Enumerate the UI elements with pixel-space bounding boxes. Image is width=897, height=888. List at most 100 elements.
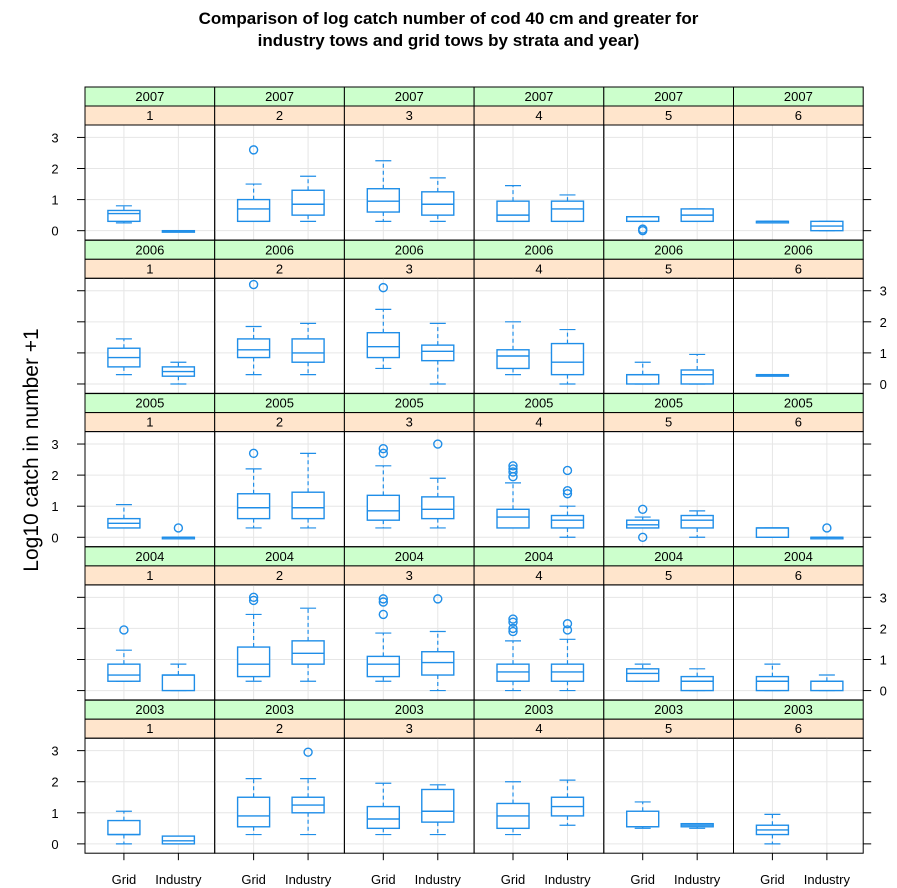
panel-border xyxy=(214,431,345,548)
box-industry xyxy=(161,674,196,692)
year-strip-label: 2007 xyxy=(524,89,553,104)
year-strip-label: 2003 xyxy=(654,702,683,717)
box-grid xyxy=(236,796,271,828)
panel-border xyxy=(343,584,475,701)
box-outlier xyxy=(378,282,389,293)
box-grid xyxy=(107,209,141,223)
panel-border xyxy=(214,277,345,394)
panel-border xyxy=(733,431,864,548)
panel-border xyxy=(733,584,864,701)
box-grid xyxy=(236,646,271,678)
box-industry xyxy=(291,491,325,520)
year-strip-label: 2007 xyxy=(654,89,683,104)
box-outlier xyxy=(378,443,389,454)
y-tick-label: 3 xyxy=(880,284,887,299)
y-tick-label: 2 xyxy=(51,162,58,177)
box-outlier xyxy=(173,523,184,533)
box-industry xyxy=(421,344,455,362)
year-strip-label: 2006 xyxy=(784,242,813,257)
year-strip-label: 2004 xyxy=(265,549,294,564)
box-grid xyxy=(236,493,271,520)
box-outlier xyxy=(119,625,129,635)
stratum-strip-label: 5 xyxy=(665,261,672,276)
box-industry xyxy=(291,640,325,665)
stratum-strip-label: 6 xyxy=(795,721,802,736)
box-industry xyxy=(550,200,585,223)
stratum-strip-label: 4 xyxy=(535,415,542,430)
y-tick-label: 0 xyxy=(880,377,887,392)
box-industry xyxy=(421,191,455,216)
y-tick-label: 2 xyxy=(51,468,58,483)
box-industry xyxy=(291,338,325,363)
stratum-strip-label: 3 xyxy=(406,721,413,736)
y-tick-label: 3 xyxy=(880,590,887,605)
panel-border xyxy=(84,584,216,701)
box-grid xyxy=(107,663,141,682)
x-tick-label: Grid xyxy=(112,872,137,887)
box-outlier xyxy=(378,609,389,620)
x-tick-label: Grid xyxy=(371,872,396,887)
box-industry xyxy=(680,514,714,529)
panel-border xyxy=(84,431,216,548)
panel-border xyxy=(603,124,734,241)
stratum-strip-label: 4 xyxy=(535,261,542,276)
box-outlier xyxy=(508,614,518,624)
y-tick-label: 1 xyxy=(51,806,58,821)
box-industry xyxy=(810,680,844,692)
year-strip-label: 2007 xyxy=(395,89,424,104)
box-grid xyxy=(755,675,790,692)
panel-border xyxy=(343,737,475,854)
x-tick-label: Grid xyxy=(501,872,526,887)
stratum-strip-label: 1 xyxy=(146,108,153,123)
box-outlier xyxy=(378,597,389,607)
box-outlier xyxy=(508,467,518,477)
x-tick-label: Grid xyxy=(241,872,266,887)
box-industry xyxy=(291,189,325,216)
box-grid xyxy=(626,373,660,385)
panel-border xyxy=(84,124,216,241)
box-grid xyxy=(366,331,401,359)
box-grid xyxy=(236,338,271,359)
box-outlier xyxy=(508,461,518,471)
y-tick-label: 2 xyxy=(880,621,887,636)
stratum-strip-label: 1 xyxy=(146,415,153,430)
year-strip-label: 2003 xyxy=(135,702,164,717)
box-outlier xyxy=(638,504,648,515)
stratum-strip-label: 2 xyxy=(276,261,283,276)
box-industry xyxy=(680,369,714,385)
panel-border xyxy=(214,737,345,854)
panel-border xyxy=(473,584,605,701)
panel-border xyxy=(473,431,605,548)
stratum-strip-label: 4 xyxy=(535,568,542,583)
box-grid xyxy=(626,668,660,682)
x-tick-label: Industry xyxy=(804,872,851,887)
panel-border xyxy=(473,124,605,241)
box-outlier xyxy=(248,279,259,290)
year-strip-label: 2005 xyxy=(654,396,683,411)
panel-border xyxy=(603,431,734,548)
year-strip-label: 2005 xyxy=(784,396,813,411)
box-outlier xyxy=(562,489,573,499)
box-industry xyxy=(550,514,585,529)
box-outlier xyxy=(638,532,648,542)
box-outlier xyxy=(303,747,313,757)
box-outlier xyxy=(562,625,573,635)
y-tick-label: 1 xyxy=(51,499,58,514)
panel-border xyxy=(733,277,864,394)
box-grid xyxy=(496,349,530,370)
y-tick-label: 2 xyxy=(880,315,887,330)
stratum-strip-label: 6 xyxy=(795,415,802,430)
panel-border xyxy=(603,277,734,394)
year-strip-label: 2005 xyxy=(524,396,553,411)
box-grid xyxy=(366,655,401,678)
stratum-strip-label: 3 xyxy=(406,415,413,430)
box-grid xyxy=(366,805,401,830)
year-strip-label: 2004 xyxy=(654,549,683,564)
stratum-strip-label: 2 xyxy=(276,108,283,123)
box-grid xyxy=(496,508,530,529)
box-grid xyxy=(496,200,530,223)
year-strip-label: 2004 xyxy=(135,549,164,564)
panel-grid: 2007120072200732007420075200760123200612… xyxy=(51,86,887,887)
x-tick-label: Industry xyxy=(544,872,591,887)
